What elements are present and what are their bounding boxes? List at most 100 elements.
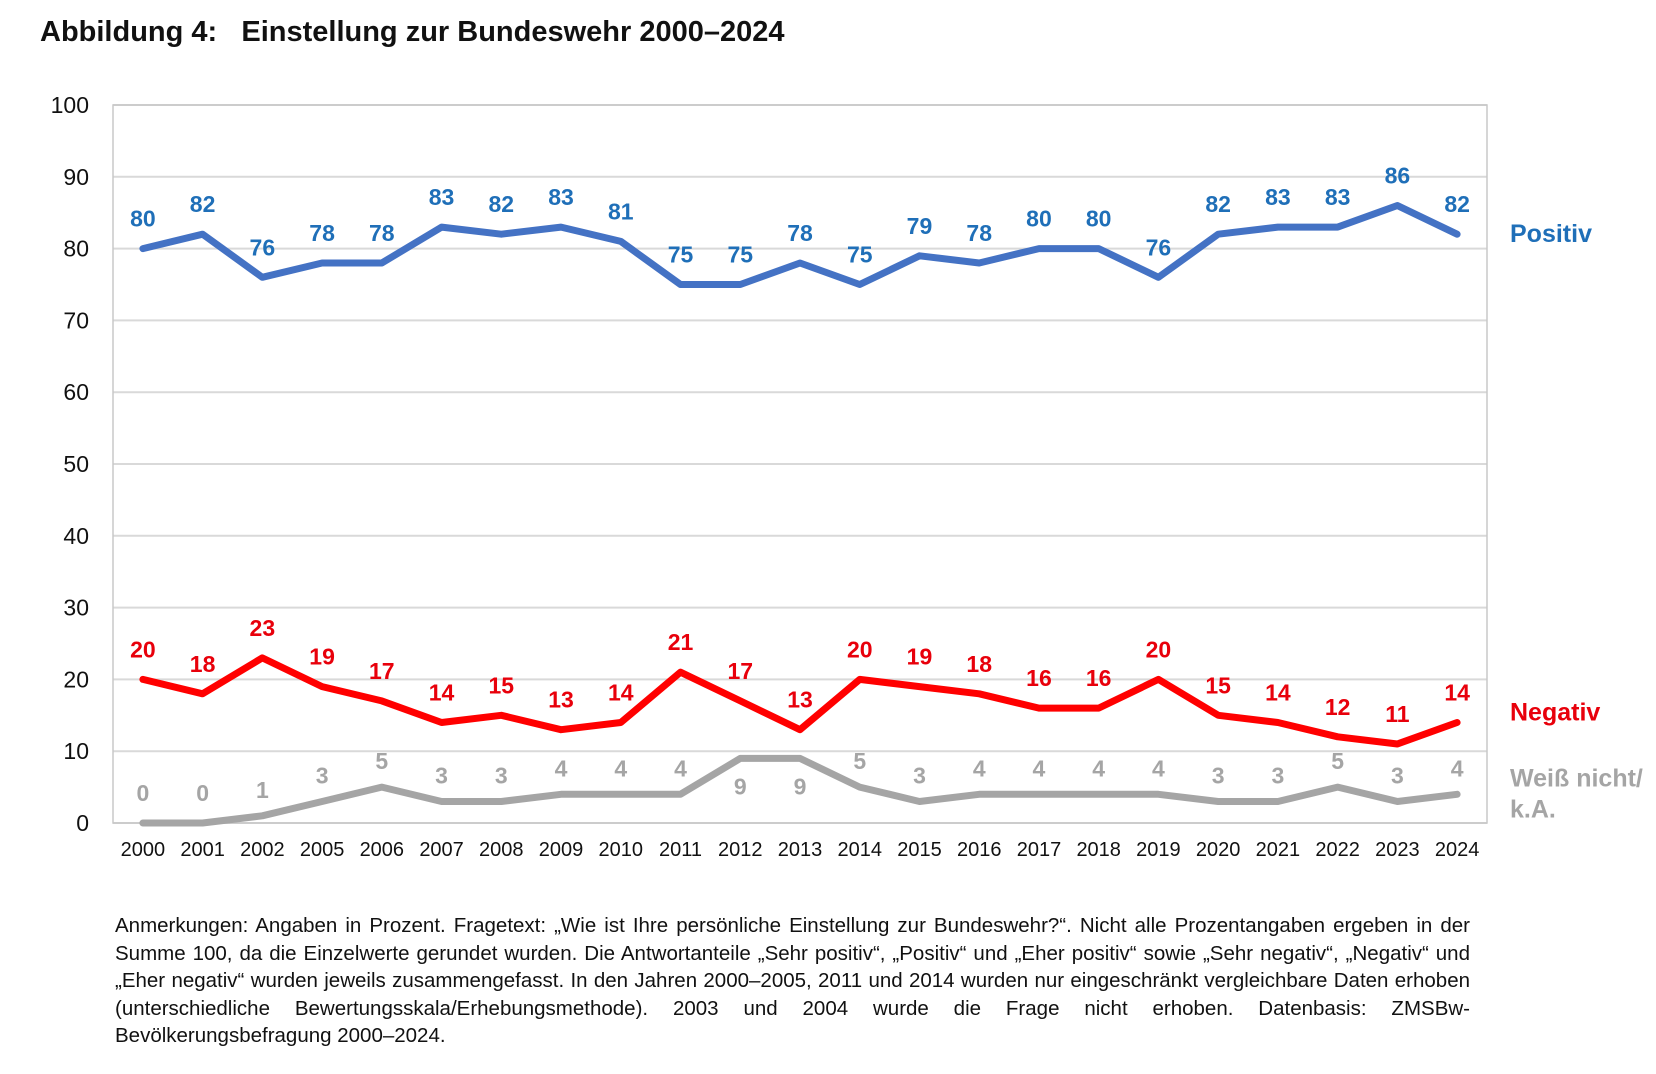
data-label-negativ: 21 <box>668 629 694 655</box>
legend-label-positiv: Positiv <box>1510 220 1592 248</box>
data-label-wei-nicht-k-a: 4 <box>1451 755 1464 781</box>
data-label-negativ: 12 <box>1325 694 1351 720</box>
data-label-positiv: 83 <box>429 184 455 210</box>
data-label-positiv: 78 <box>369 220 395 246</box>
y-axis: 0 10 20 30 40 50 60 70 80 90 100 <box>51 92 89 836</box>
data-label-negativ: 13 <box>548 687 574 713</box>
data-label-negativ: 20 <box>847 636 873 662</box>
data-label-wei-nicht-k-a: 5 <box>375 748 388 774</box>
series-line-positiv <box>139 202 1461 288</box>
y-tick-label: 90 <box>63 164 89 190</box>
data-label-negativ: 11 <box>1385 701 1410 727</box>
data-label-wei-nicht-k-a: 1 <box>256 777 269 803</box>
series-lines <box>139 202 1461 827</box>
data-label-positiv: 80 <box>130 206 156 232</box>
data-label-negativ: 18 <box>190 651 216 677</box>
x-tick-label: 2005 <box>300 839 345 861</box>
data-label-wei-nicht-k-a: 9 <box>794 773 807 799</box>
data-label-wei-nicht-k-a: 0 <box>196 780 209 806</box>
data-label-positiv: 78 <box>966 220 992 246</box>
series-line-negativ <box>139 654 1461 748</box>
x-tick-label: 2017 <box>1017 839 1062 861</box>
data-label-wei-nicht-k-a: 4 <box>1092 755 1105 781</box>
x-tick-label: 2023 <box>1375 839 1420 861</box>
data-label-wei-nicht-k-a: 4 <box>1152 755 1165 781</box>
data-label-wei-nicht-k-a: 3 <box>316 762 329 788</box>
data-label-wei-nicht-k-a: 3 <box>435 762 448 788</box>
data-label-wei-nicht-k-a: 5 <box>1331 748 1344 774</box>
x-tick-label: 2016 <box>957 839 1002 861</box>
data-label-positiv: 83 <box>1325 184 1351 210</box>
data-label-positiv: 79 <box>907 213 933 239</box>
x-tick-label: 2000 <box>121 839 166 861</box>
data-label-negativ: 16 <box>1086 665 1112 691</box>
series-line-wei-nicht-k-a <box>139 754 1461 827</box>
data-label-positiv: 78 <box>309 220 335 246</box>
x-tick-label: 2014 <box>837 839 882 861</box>
data-label-negativ: 19 <box>309 644 335 670</box>
figure-notes: Anmerkungen: Angaben in Prozent. Fragete… <box>115 914 1470 1047</box>
data-label-wei-nicht-k-a: 3 <box>1212 762 1225 788</box>
x-tick-label: 2008 <box>479 839 524 861</box>
y-tick-label: 100 <box>51 92 89 118</box>
figure-title: Abbildung 4: Einstellung zur Bundeswehr … <box>40 16 785 48</box>
legend: Positiv Negativ Weiß nicht/k.A. <box>1510 220 1643 823</box>
data-label-positiv: 75 <box>847 242 873 268</box>
data-label-positiv: 82 <box>190 191 216 217</box>
data-label-wei-nicht-k-a: 4 <box>1033 755 1046 781</box>
data-label-wei-nicht-k-a: 5 <box>853 748 866 774</box>
data-label-wei-nicht-k-a: 4 <box>973 755 986 781</box>
data-label-negativ: 20 <box>1146 636 1172 662</box>
x-tick-label: 2022 <box>1315 839 1360 861</box>
y-tick-label: 20 <box>63 666 89 692</box>
data-label-positiv: 86 <box>1385 163 1411 189</box>
data-label-wei-nicht-k-a: 3 <box>495 762 508 788</box>
x-axis: 2000 2001 2002 2005 2006 2007 2008 2009 2010 2011… <box>121 839 1480 861</box>
data-label-positiv: 75 <box>727 242 753 268</box>
data-label-negativ: 14 <box>1444 679 1470 705</box>
data-label-wei-nicht-k-a: 3 <box>913 762 926 788</box>
data-label-positiv: 75 <box>668 242 694 268</box>
data-label-wei-nicht-k-a: 4 <box>674 755 687 781</box>
data-label-positiv: 83 <box>548 184 574 210</box>
x-tick-label: 2010 <box>599 839 644 861</box>
y-tick-label: 80 <box>63 236 89 262</box>
gridlines <box>113 104 1487 824</box>
y-tick-label: 60 <box>63 379 89 405</box>
x-tick-label: 2012 <box>718 839 763 861</box>
data-label-negativ: 14 <box>429 679 455 705</box>
data-label-wei-nicht-k-a: 0 <box>136 780 149 806</box>
x-tick-label: 2011 <box>659 839 702 861</box>
x-tick-label: 2002 <box>240 839 285 861</box>
data-label-positiv: 76 <box>250 234 276 260</box>
legend-label-wei-nicht-k-a: Weiß nicht/k.A. <box>1510 764 1643 823</box>
data-labels: 80 82 76 78 78 83 82 83 81 75 75 78 75 79 78 80 80 76 82 83… <box>130 163 1470 806</box>
data-label-negativ: 17 <box>727 658 753 684</box>
x-tick-label: 2015 <box>897 839 942 861</box>
data-label-positiv: 82 <box>1444 191 1470 217</box>
legend-label-negativ: Negativ <box>1510 698 1600 726</box>
x-tick-label: 2021 <box>1256 839 1301 861</box>
data-label-positiv: 83 <box>1265 184 1291 210</box>
data-label-negativ: 13 <box>787 687 813 713</box>
data-label-wei-nicht-k-a: 3 <box>1391 762 1404 788</box>
x-tick-label: 2001 <box>180 839 225 861</box>
data-label-negativ: 20 <box>130 636 156 662</box>
data-label-positiv: 80 <box>1086 206 1112 232</box>
y-tick-label: 40 <box>63 523 89 549</box>
data-label-negativ: 16 <box>1026 665 1052 691</box>
data-label-wei-nicht-k-a: 4 <box>555 755 568 781</box>
data-label-negativ: 23 <box>250 615 276 641</box>
data-label-wei-nicht-k-a: 4 <box>614 755 627 781</box>
y-tick-label: 30 <box>63 595 89 621</box>
data-label-positiv: 80 <box>1026 206 1052 232</box>
y-tick-label: 70 <box>63 307 89 333</box>
x-tick-label: 2013 <box>778 839 823 861</box>
plot-area-border <box>112 104 1488 824</box>
data-label-negativ: 17 <box>369 658 395 684</box>
data-label-negativ: 19 <box>907 644 933 670</box>
data-label-wei-nicht-k-a: 3 <box>1272 762 1285 788</box>
x-tick-label: 2019 <box>1136 839 1181 861</box>
x-tick-label: 2020 <box>1196 839 1241 861</box>
